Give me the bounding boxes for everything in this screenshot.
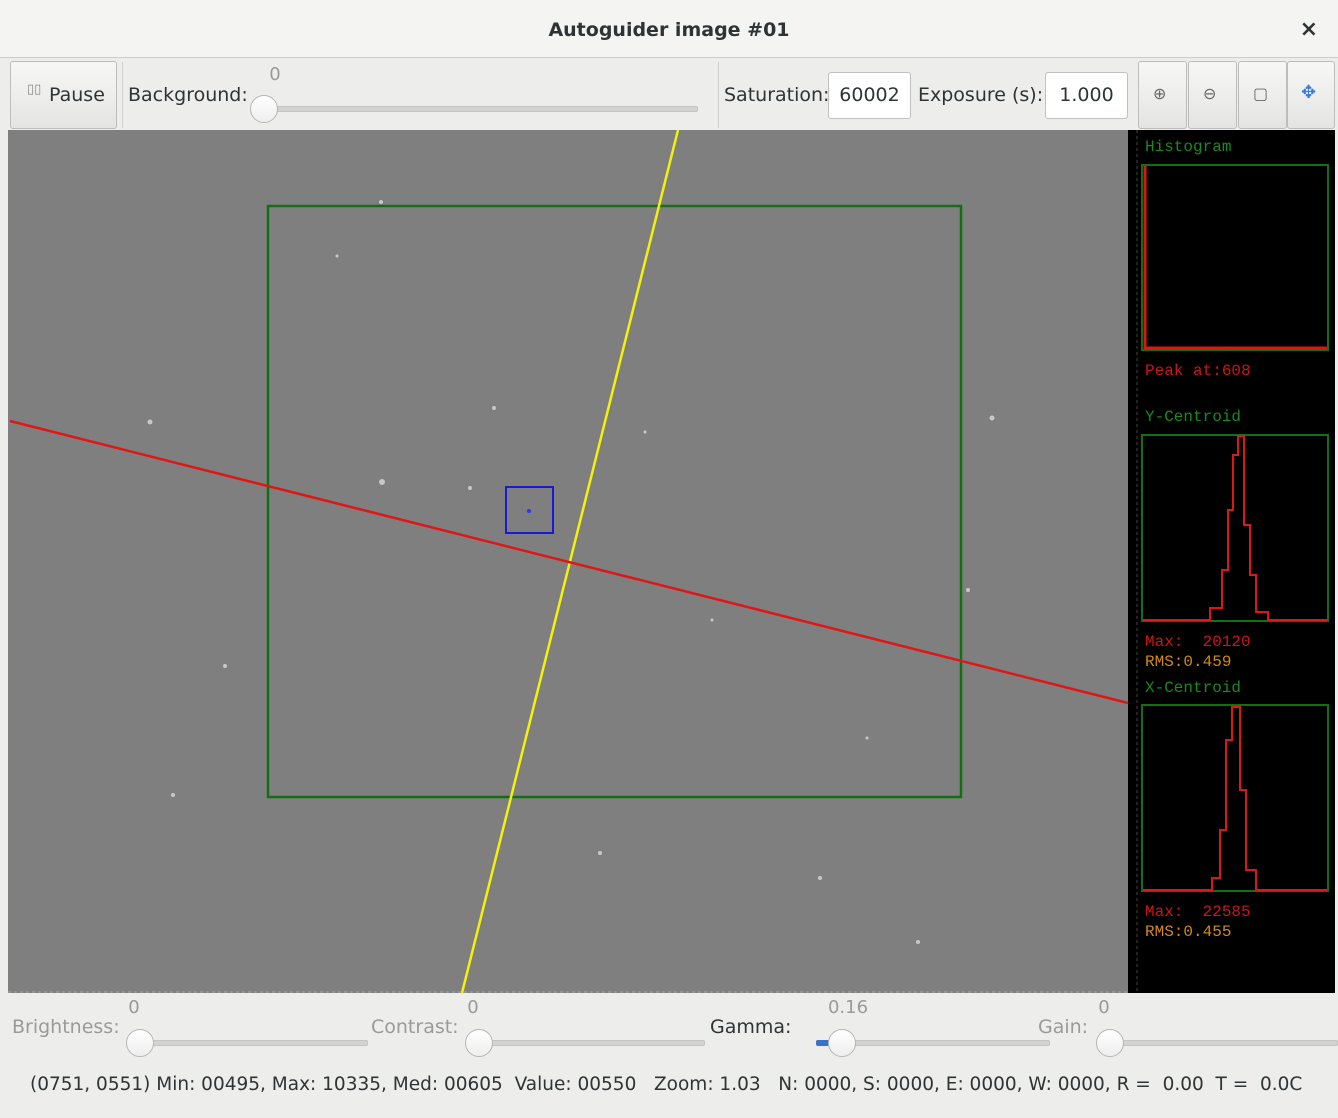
background-value: 0: [269, 64, 281, 85]
pause-button[interactable]: ▯▯ Pause: [10, 61, 117, 129]
slider-track[interactable]: [134, 1040, 368, 1046]
side-panel: [1128, 130, 1335, 993]
close-button[interactable]: ×: [1299, 17, 1318, 42]
saturation-label: Saturation:: [724, 84, 830, 106]
image-area: Histogram Peak at:608 Y-Centroid Max: 20…: [8, 130, 1335, 994]
separator: [122, 62, 123, 128]
slider-track[interactable]: [1104, 1040, 1338, 1046]
histogram-title: Histogram: [1145, 138, 1231, 156]
slider-knob[interactable]: [828, 1029, 856, 1057]
zoom-out-button[interactable]: ⊖: [1188, 61, 1237, 129]
icon: ⊕: [1153, 84, 1167, 103]
histogram-peak: Peak at:608: [1145, 362, 1251, 380]
pause-icon: ▯▯: [27, 82, 42, 97]
slider-value: 0: [1098, 997, 1110, 1018]
separator: [718, 62, 719, 128]
guide-region: [266, 204, 963, 799]
star-box: [505, 486, 554, 534]
slider-value: 0.16: [827, 997, 869, 1018]
saturation-input[interactable]: 60002: [828, 72, 911, 119]
exposure-input[interactable]: 1.000: [1045, 72, 1128, 119]
slider-value: 0: [467, 997, 479, 1018]
slider-label: Gamma:: [710, 1016, 792, 1038]
x-centroid-max: Max: 22585: [1145, 903, 1251, 921]
y-centroid-max: Max: 20120: [1145, 633, 1251, 651]
status-bar: (0751, 0551) Min: 00495, Max: 10335, Med…: [30, 1074, 1303, 1095]
guide-star: [527, 509, 531, 513]
icon: ✥: [1301, 82, 1317, 103]
slider-knob[interactable]: [126, 1029, 154, 1057]
exposure-label: Exposure (s):: [918, 84, 1044, 106]
pause-label: Pause: [49, 84, 105, 106]
x-centroid-box: [1141, 704, 1329, 892]
zoom-in-button[interactable]: ⊕: [1138, 61, 1187, 129]
slider-label: Contrast:: [371, 1016, 459, 1038]
histogram-curve: [1143, 166, 1327, 350]
background-label: Background:: [128, 84, 248, 106]
slider-track[interactable]: [473, 1040, 705, 1046]
x-centroid-curve: [1143, 706, 1327, 891]
icon: ▢: [1253, 84, 1269, 103]
zoom-fit-button[interactable]: ✥: [1287, 61, 1335, 129]
y-centroid-curve: [1143, 435, 1327, 621]
x-centroid-rms: RMS:0.455: [1145, 923, 1231, 941]
y-centroid-box: [1141, 434, 1329, 622]
slider-value: 0: [128, 997, 140, 1018]
stars: [147, 200, 995, 944]
zoom-default-button[interactable]: ▢: [1238, 61, 1287, 129]
y-centroid-rms: RMS:0.459: [1145, 653, 1231, 671]
ra-axis: [9, 419, 1129, 705]
window-title: Autoguider image #01: [0, 0, 1338, 58]
background-knob[interactable]: [250, 95, 278, 123]
slider-label: Gain:: [1038, 1016, 1089, 1038]
x-centroid-title: X-Centroid: [1145, 679, 1241, 697]
y-centroid-title: Y-Centroid: [1145, 408, 1241, 426]
icon: ⊖: [1203, 84, 1217, 103]
slider-knob[interactable]: [465, 1029, 493, 1057]
histogram-box: [1141, 164, 1329, 351]
slider-knob[interactable]: [1096, 1029, 1124, 1057]
background-slider[interactable]: [262, 106, 698, 112]
slider-label: Brightness:: [12, 1016, 120, 1038]
